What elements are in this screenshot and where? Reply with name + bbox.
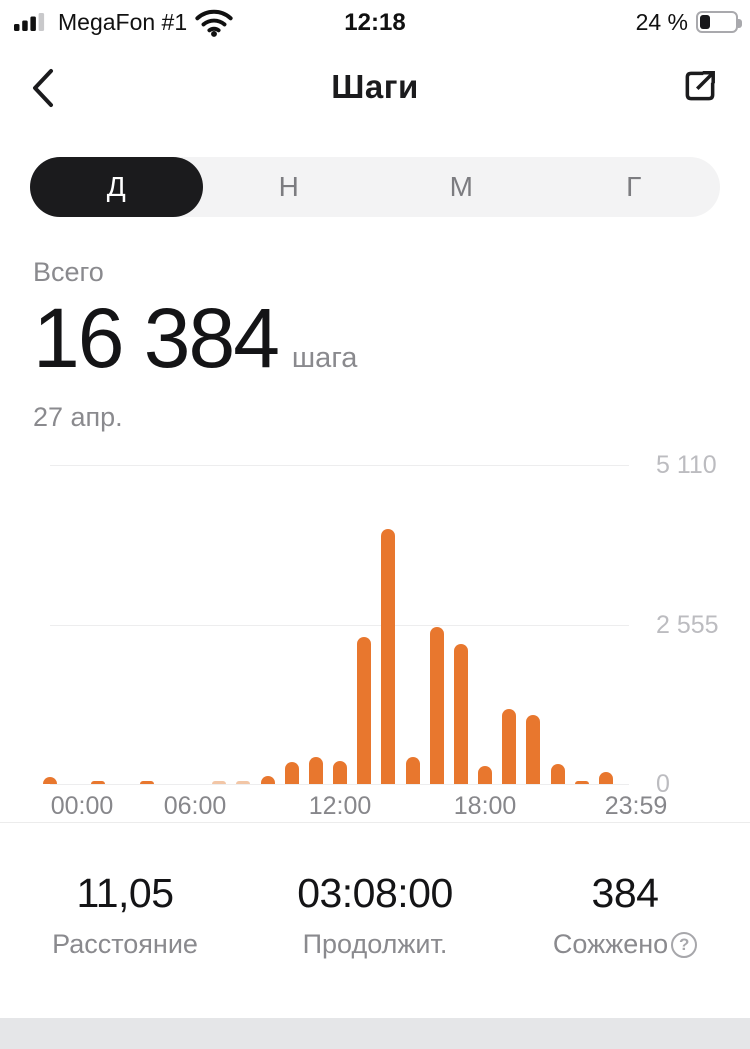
x-axis-label: 18:00	[453, 792, 517, 820]
bar-hour-18	[478, 766, 493, 784]
back-button[interactable]	[30, 66, 56, 110]
x-axis-label: 12:00	[308, 792, 372, 820]
bar-hour-12	[333, 760, 348, 784]
stat-value: 03:08:00	[297, 870, 453, 916]
stat-duration: 03:08:00 Продолжит.	[250, 862, 500, 960]
x-axis-label: 06:00	[163, 792, 227, 820]
stat-label: Расстояние	[52, 929, 198, 959]
bar-hour-15	[405, 756, 420, 784]
date-label: 27 апр.	[33, 401, 123, 432]
tab-year[interactable]: Г	[548, 157, 721, 217]
battery-percent: 24 %	[635, 8, 688, 35]
wifi-icon	[195, 9, 233, 37]
status-bar-right: 24 %	[635, 8, 742, 36]
footer-strip	[0, 1018, 750, 1049]
bar-hour-9	[260, 776, 275, 784]
y-axis-label: 2 555	[656, 610, 719, 639]
bar-hour-10	[284, 762, 299, 784]
steps-value: 16 384	[33, 291, 280, 385]
help-icon[interactable]: ?	[671, 931, 698, 958]
bar-hour-4	[139, 780, 154, 784]
stat-distance: 11,05 Расстояние	[0, 862, 250, 960]
bar-hour-17	[453, 643, 468, 784]
total-label: Всего	[33, 257, 104, 287]
bar-hour-11	[308, 757, 323, 784]
stat-label: Продолжит.	[302, 929, 448, 959]
steps-unit: шага	[291, 342, 358, 374]
share-button[interactable]	[678, 64, 722, 108]
cellular-signal-icon	[14, 13, 45, 31]
steps-total-row: 16 384 шага	[33, 291, 717, 385]
stat-value: 384	[591, 870, 659, 916]
clock: 12:18	[344, 9, 406, 36]
nav-header: Шаги	[0, 54, 750, 118]
gridline	[50, 784, 629, 785]
steps-chart[interactable]: 0 2 555 5 110 00:00 06:00 12:00 18:00 23:59	[0, 440, 750, 822]
bar-hour-2	[91, 781, 106, 784]
x-axis-label: 00:00	[50, 792, 114, 820]
page-title: Шаги	[331, 68, 419, 105]
bar-hour-21	[550, 763, 565, 784]
bar-hour-23	[598, 771, 613, 784]
battery-icon	[696, 11, 742, 33]
y-axis-label: 0	[656, 770, 670, 798]
bar-hour-14	[381, 528, 396, 784]
section-divider	[0, 822, 750, 823]
bar-hour-16	[429, 627, 444, 784]
stats-row: 11,05 Расстояние 03:08:00 Продолжит. 384…	[0, 862, 750, 960]
tab-week[interactable]: Н	[203, 157, 376, 217]
status-bar: MegaFon #1 12:18 24 %	[0, 0, 750, 44]
bar-hour-7	[212, 781, 227, 784]
gridline	[50, 624, 629, 626]
gridline	[50, 465, 629, 466]
stat-calories: 384 Сожжено ?	[500, 862, 750, 960]
bar-hour-20	[526, 714, 541, 784]
stat-value: 11,05	[76, 870, 174, 916]
bar-hour-22	[574, 781, 589, 784]
tab-day[interactable]: Д	[30, 157, 203, 217]
carrier-label: MegaFon #1	[58, 8, 188, 35]
stat-label-text: Сожжено	[552, 929, 669, 959]
bar-hour-19	[502, 708, 517, 784]
bar-hour-8	[236, 781, 251, 784]
stat-label: Сожжено ?	[552, 929, 698, 960]
period-tabs: Д Н М Г	[30, 157, 720, 217]
summary-section: Всего 16 384 шага 27 апр.	[33, 244, 717, 433]
back-chevron-icon	[33, 69, 53, 107]
share-icon	[685, 71, 715, 101]
tab-month[interactable]: М	[375, 157, 548, 217]
status-bar-left: MegaFon #1	[12, 8, 233, 37]
bar-hour-0	[43, 777, 57, 784]
x-axis-label: 23:59	[604, 792, 668, 820]
y-axis-label: 5 110	[656, 451, 717, 479]
bar-hour-13	[357, 636, 372, 784]
